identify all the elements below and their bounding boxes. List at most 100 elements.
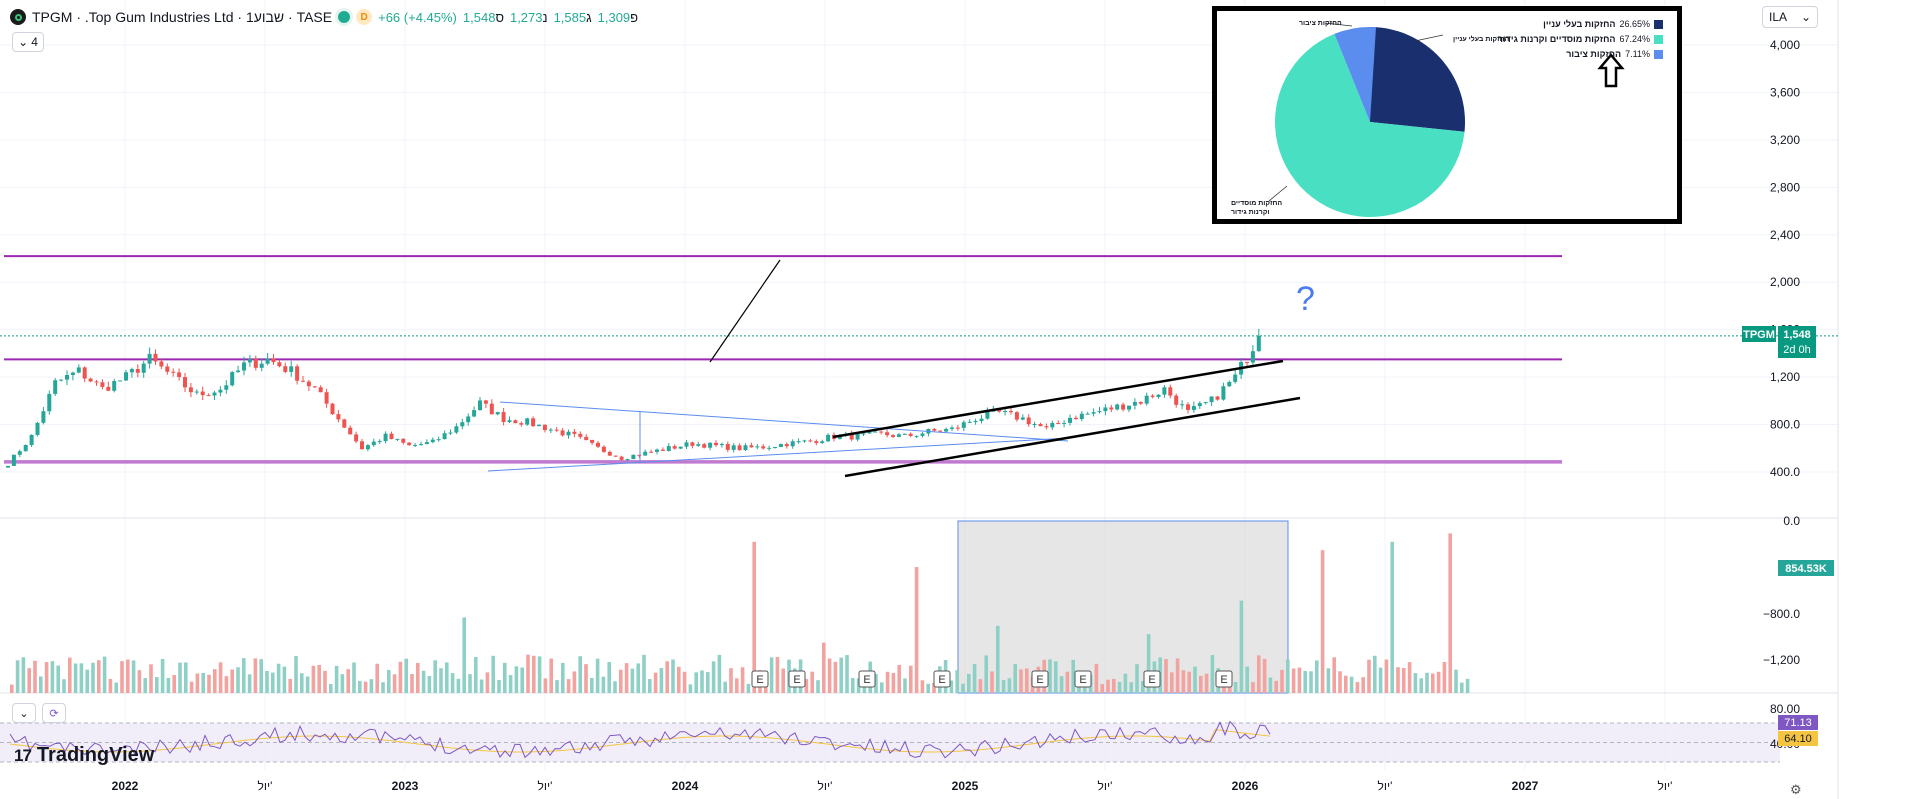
candle (542, 424, 547, 433)
pie-slice-label-public: החזקות ציבור (1299, 20, 1342, 27)
candle (253, 355, 258, 371)
volume-bar (1001, 680, 1006, 693)
earnings-marker-label: E (863, 674, 870, 686)
volume-bar (804, 679, 809, 693)
indicator-count: 4 (31, 35, 38, 49)
volume-bar (949, 680, 954, 693)
earnings-marker: E (788, 670, 806, 688)
candle (76, 364, 81, 374)
earnings-marker-box (1074, 670, 1092, 688)
candle-body (873, 431, 878, 433)
volume-bar (189, 681, 194, 693)
candle-body (383, 433, 388, 442)
collapse-pane-button[interactable]: ⌄ (12, 703, 36, 723)
candle-body (230, 372, 235, 386)
candle-body (855, 433, 860, 440)
time-axis[interactable]: 2022 יול' 2023 יול' 2024 יול' 2025 יול' 2026 יול'… (112, 779, 1673, 793)
candle-body (537, 424, 541, 427)
candle-body (637, 454, 642, 456)
candle-body (1186, 404, 1190, 410)
volume-bar (1303, 671, 1307, 693)
candle (1162, 385, 1167, 398)
symbol-title[interactable]: TPGM · .Top Gum Industries Ltd · 1שבוע ·… (32, 9, 333, 25)
volume-bar (503, 662, 507, 693)
candle-body (944, 429, 949, 432)
candle (265, 352, 270, 366)
candle-body (643, 451, 648, 456)
candle-body (1003, 411, 1008, 413)
candle-body (719, 444, 724, 446)
candle-body (702, 444, 707, 448)
volume-bar (880, 682, 884, 693)
volume-bar (508, 675, 513, 693)
candle-body (200, 391, 205, 396)
volume-bar (955, 670, 959, 693)
volume-bar (1355, 681, 1360, 693)
candle (377, 439, 382, 445)
price-change: +66 (+4.45%) (378, 9, 457, 25)
tradingview-logo[interactable]: 17 TradingView (14, 744, 154, 767)
triangle-lower-line (487, 437, 1069, 472)
candle (141, 360, 146, 378)
earnings-marker-box (933, 670, 951, 688)
candle-body (495, 412, 500, 415)
candle (318, 385, 323, 393)
volume-bar (62, 679, 66, 693)
volume-bar (746, 683, 751, 693)
candle (613, 455, 618, 457)
volume-bar (1268, 677, 1273, 693)
volume-bar (723, 681, 727, 693)
volume-bar (810, 671, 814, 693)
candle (696, 441, 701, 447)
symbol-legend: TPGM · .Top Gum Industries Ltd · 1שבוע ·… (10, 6, 638, 28)
time-tick-label: 2025 (952, 779, 979, 793)
volume-bar (10, 684, 14, 693)
candle-body (542, 424, 547, 431)
candle (790, 439, 795, 449)
candle-body (660, 449, 665, 451)
candle (1121, 402, 1126, 412)
chevron-down-icon: ⌄ (18, 35, 29, 49)
time-tick-label: יול' (538, 779, 553, 793)
interval-badge[interactable]: D (356, 9, 373, 25)
gear-icon[interactable]: ⚙ (1790, 782, 1802, 797)
candle (466, 413, 471, 426)
candle-body (118, 380, 123, 382)
rsi-line (9, 720, 1271, 759)
pie-leader-line (1268, 185, 1288, 202)
candle-body (454, 426, 459, 433)
volume-bar (97, 660, 101, 693)
currency-selector[interactable]: ILA ⌄ (1762, 6, 1818, 28)
candle (1109, 404, 1114, 413)
volume-bar (682, 671, 687, 693)
candle-body (572, 431, 577, 434)
market-status-icon[interactable] (338, 11, 351, 23)
earnings-marker-box (858, 670, 876, 688)
candle (885, 429, 890, 438)
candle-body (212, 392, 217, 396)
candle-body (885, 432, 890, 436)
volume-bar (1170, 672, 1174, 693)
candle (407, 441, 412, 446)
volume-bar (984, 655, 988, 693)
volume-bar (845, 655, 849, 693)
volume-bar (584, 664, 588, 693)
candle (684, 440, 689, 449)
last-price-tag-bg (1778, 326, 1816, 358)
candle (950, 425, 954, 432)
candle-body (1127, 405, 1131, 410)
candle (1038, 422, 1043, 427)
refresh-icon[interactable]: ⟳ (42, 703, 66, 723)
volume-bar (1181, 670, 1186, 693)
volume-bar (769, 657, 774, 693)
pie-legend-item: החזקות מוסדיים וקרנות גידור 67.24% (1498, 32, 1663, 47)
volume-bar (619, 669, 623, 693)
candle-body (59, 379, 64, 381)
trend-lines[interactable] (487, 259, 1301, 478)
indicators-toggle-button[interactable]: ⌄ 4 (12, 32, 44, 52)
horizontal-levels[interactable] (0, 255, 1838, 464)
candle (413, 443, 418, 447)
price-tick-label: 2,400 (1770, 228, 1800, 242)
volume-bar (601, 676, 606, 693)
